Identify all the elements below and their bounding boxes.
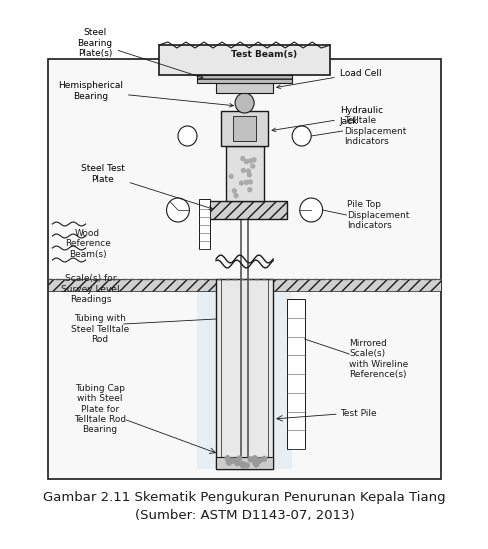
Circle shape [247, 188, 251, 192]
Text: Test Beam(s): Test Beam(s) [230, 51, 296, 59]
Circle shape [232, 189, 236, 193]
Bar [216, 457, 273, 469]
Circle shape [227, 458, 232, 463]
Bar [47, 59, 440, 479]
Bar [47, 279, 440, 291]
Circle shape [252, 456, 257, 461]
Circle shape [239, 181, 243, 185]
Circle shape [234, 194, 238, 198]
Circle shape [262, 456, 266, 461]
Bar [202, 201, 287, 219]
Circle shape [241, 462, 245, 467]
Circle shape [248, 159, 252, 163]
Text: Hydraulic
Jack: Hydraulic Jack [271, 107, 382, 132]
Text: Telltale
Displacement
Indicators: Telltale Displacement Indicators [344, 116, 406, 146]
Text: Scale(s) for
Survey Level
Readings: Scale(s) for Survey Level Readings [61, 274, 120, 304]
Circle shape [244, 463, 249, 468]
Text: Tubing with
Steel Telltale
Rod: Tubing with Steel Telltale Rod [71, 314, 129, 344]
Circle shape [244, 180, 248, 184]
Bar [216, 83, 273, 93]
Circle shape [230, 458, 235, 463]
Circle shape [241, 156, 244, 160]
Circle shape [291, 126, 310, 146]
Circle shape [252, 158, 255, 162]
Circle shape [248, 180, 252, 184]
Text: Pile Top
Displacement
Indicators: Pile Top Displacement Indicators [346, 200, 409, 230]
Text: Hemispherical
Bearing: Hemispherical Bearing [58, 81, 233, 107]
Text: Tubing Cap
with Steel
Plate for
Telltale Rod
Bearing: Tubing Cap with Steel Plate for Telltale… [74, 384, 126, 434]
Bar [225, 146, 263, 201]
Circle shape [253, 460, 258, 465]
Text: Wood
Reference
Beam(s): Wood Reference Beam(s) [64, 229, 110, 259]
Bar [197, 75, 291, 83]
Polygon shape [197, 279, 291, 469]
Circle shape [166, 198, 189, 222]
Circle shape [247, 173, 251, 177]
Text: Gambar 2.11 Skematik Pengukuran Penurunan Kepala Tiang: Gambar 2.11 Skematik Pengukuran Penuruna… [43, 491, 445, 504]
Circle shape [299, 198, 322, 222]
Circle shape [244, 160, 248, 164]
Text: Load Cell: Load Cell [276, 69, 381, 88]
Text: (Sumber: ASTM D1143-07, 2013): (Sumber: ASTM D1143-07, 2013) [134, 509, 354, 522]
Circle shape [250, 164, 254, 168]
Bar [221, 111, 268, 146]
Circle shape [225, 456, 229, 461]
Bar [159, 45, 329, 75]
Text: Steel
Bearing
Plate(s): Steel Bearing Plate(s) [78, 28, 203, 79]
Circle shape [236, 456, 241, 461]
Text: Steel Test
Plate: Steel Test Plate [81, 164, 212, 210]
Bar [233, 116, 256, 141]
Circle shape [226, 460, 231, 464]
Circle shape [257, 458, 262, 463]
Circle shape [235, 93, 254, 113]
Circle shape [178, 126, 197, 146]
Circle shape [255, 458, 260, 463]
Circle shape [239, 462, 244, 467]
Circle shape [229, 175, 233, 178]
Circle shape [248, 457, 252, 462]
Circle shape [253, 457, 257, 462]
Circle shape [234, 461, 239, 466]
Circle shape [253, 462, 258, 467]
Bar [216, 279, 273, 469]
Bar [199, 199, 210, 249]
Circle shape [246, 169, 250, 173]
Text: Test Pile: Test Pile [339, 410, 376, 418]
Circle shape [240, 463, 245, 468]
Text: Mirrored
Scale(s)
with Wireline
Reference(s): Mirrored Scale(s) with Wireline Referenc… [348, 339, 407, 379]
Circle shape [241, 169, 245, 172]
Circle shape [226, 460, 231, 465]
Bar [287, 299, 304, 449]
Circle shape [252, 461, 257, 466]
